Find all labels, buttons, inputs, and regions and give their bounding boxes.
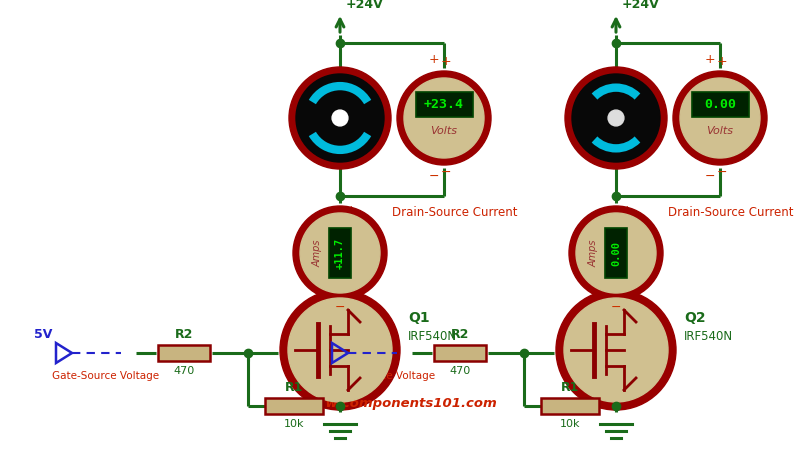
FancyBboxPatch shape	[265, 398, 323, 414]
Text: www.components101.com: www.components101.com	[302, 397, 498, 409]
Circle shape	[572, 74, 660, 162]
Text: 10k: 10k	[560, 419, 580, 429]
Circle shape	[680, 78, 760, 158]
Text: IRF540N: IRF540N	[408, 330, 457, 343]
Text: +: +	[622, 204, 633, 217]
Circle shape	[608, 110, 624, 126]
Text: +23.4: +23.4	[424, 98, 464, 110]
Text: −: −	[334, 301, 346, 314]
Text: 5V: 5V	[34, 328, 52, 341]
Circle shape	[280, 290, 400, 410]
Text: −: −	[705, 170, 715, 183]
Text: 10k: 10k	[284, 419, 304, 429]
Text: Amps: Amps	[313, 239, 323, 267]
Text: +24V: +24V	[346, 0, 384, 11]
Text: −: −	[610, 301, 622, 314]
Text: 470: 470	[450, 366, 470, 376]
Text: +: +	[346, 204, 357, 217]
Text: Q2: Q2	[684, 311, 706, 325]
Circle shape	[397, 71, 491, 165]
Text: +24V: +24V	[622, 0, 660, 11]
Text: R1: R1	[561, 381, 579, 394]
Text: 0.00: 0.00	[704, 98, 736, 110]
Circle shape	[564, 298, 668, 402]
Text: −: −	[429, 170, 439, 183]
Text: IRF540N: IRF540N	[684, 330, 733, 343]
Text: R2: R2	[451, 328, 469, 341]
Text: −: −	[441, 166, 451, 179]
Circle shape	[288, 298, 392, 402]
Text: 0V: 0V	[310, 328, 328, 341]
Circle shape	[556, 290, 676, 410]
Text: +: +	[334, 190, 346, 203]
Circle shape	[565, 67, 667, 169]
FancyBboxPatch shape	[605, 228, 627, 278]
Text: −: −	[346, 305, 357, 318]
FancyBboxPatch shape	[434, 345, 486, 361]
Text: Volts: Volts	[706, 126, 734, 136]
Circle shape	[293, 206, 387, 300]
Text: −: −	[622, 305, 633, 318]
Text: 0.00: 0.00	[611, 240, 621, 266]
Text: Gate-Source Voltage: Gate-Source Voltage	[52, 371, 159, 381]
Text: Gate-Source Voltage: Gate-Source Voltage	[328, 371, 435, 381]
Text: +: +	[717, 55, 727, 68]
FancyBboxPatch shape	[541, 398, 599, 414]
Circle shape	[300, 213, 380, 293]
Text: −: −	[717, 166, 727, 179]
Text: +: +	[704, 53, 715, 66]
Text: +: +	[441, 55, 451, 68]
Text: Q1: Q1	[408, 311, 430, 325]
Text: Drain-Source Current: Drain-Source Current	[668, 206, 794, 219]
FancyBboxPatch shape	[415, 92, 473, 116]
Text: +: +	[428, 53, 439, 66]
FancyBboxPatch shape	[329, 228, 351, 278]
Circle shape	[296, 74, 384, 162]
Circle shape	[569, 206, 663, 300]
Text: +11.7: +11.7	[335, 237, 345, 269]
Circle shape	[576, 213, 656, 293]
Text: 470: 470	[174, 366, 194, 376]
Text: +: +	[610, 190, 622, 203]
Text: Amps: Amps	[589, 239, 599, 267]
Text: R2: R2	[175, 328, 193, 341]
FancyBboxPatch shape	[691, 92, 749, 116]
Circle shape	[673, 71, 767, 165]
Circle shape	[332, 110, 348, 126]
Text: Volts: Volts	[430, 126, 458, 136]
Circle shape	[404, 78, 484, 158]
FancyBboxPatch shape	[158, 345, 210, 361]
Text: R1: R1	[285, 381, 303, 394]
Text: Drain-Source Current: Drain-Source Current	[392, 206, 518, 219]
Circle shape	[289, 67, 391, 169]
